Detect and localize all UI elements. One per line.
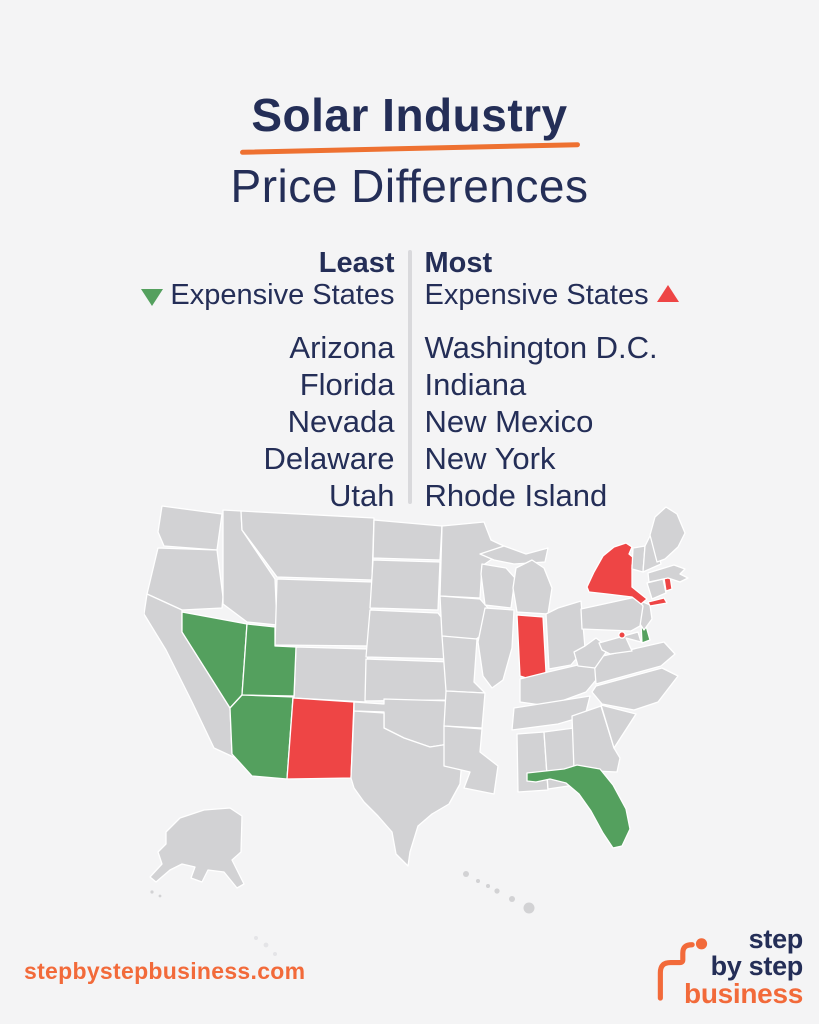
most-expensive-column: Most Expensive States Washington D.C. In…: [425, 248, 710, 514]
faint-island: [254, 936, 258, 940]
state-mississippi: [516, 731, 549, 793]
faint-island: [273, 952, 277, 956]
hawaii-big-island: [523, 902, 535, 914]
state-montana: [240, 510, 375, 581]
list-item: New Mexico: [424, 404, 594, 439]
list-item: Rhode Island: [424, 478, 608, 513]
logo-line-step: step: [748, 924, 804, 954]
list-item: Florida: [299, 367, 395, 402]
us-map-svg: [144, 505, 689, 956]
state-illinois: [477, 607, 515, 689]
least-sublabel-row: Expensive States: [110, 279, 395, 312]
list-item: Indiana: [424, 367, 527, 402]
state-north-carolina: [591, 667, 679, 711]
state-south-carolina: [600, 704, 637, 749]
least-label: Least: [318, 247, 395, 279]
state-maine: [649, 506, 686, 563]
legend-divider: [407, 250, 412, 504]
state-colorado: [293, 646, 369, 703]
hawaii-island: [486, 884, 490, 888]
state-pennsylvania: [580, 596, 644, 632]
list-item: Nevada: [287, 404, 395, 439]
website-url: stepbystepbusiness.com: [24, 958, 306, 984]
state-kansas: [364, 658, 453, 702]
green-down-triangle-icon: [141, 289, 164, 306]
aleutian-island: [158, 894, 162, 898]
state-missouri: [441, 635, 486, 694]
state-washington: [157, 505, 223, 551]
state-arizona: [229, 694, 294, 780]
most-expensive-state-list: Washington D.C. Indiana New Mexico New Y…: [425, 329, 710, 514]
state-michigan: [512, 559, 553, 615]
list-item: Delaware: [263, 441, 395, 476]
state-florida: [526, 764, 631, 849]
list-item: Washington D.C.: [424, 330, 658, 365]
staircase-icon: [657, 938, 708, 1001]
red-up-triangle-icon: [656, 285, 679, 302]
us-map: [144, 502, 704, 972]
legend: Least Expensive States Arizona Florida N…: [0, 248, 819, 514]
title-line-2: Price Differences: [230, 160, 589, 212]
hawaii-island: [494, 888, 500, 894]
state-massachusetts: [647, 564, 689, 583]
aleutian-island: [150, 890, 154, 894]
most-sublabel: Expensive States: [424, 279, 649, 311]
list-item: New York: [424, 441, 556, 476]
least-sublabel: Expensive States: [170, 279, 395, 311]
long-island: [647, 597, 668, 607]
logo-line-by-step: by step: [710, 951, 804, 981]
state-texas: [350, 710, 463, 867]
state-wyoming: [274, 578, 373, 647]
page-title: Solar Industry Price Differences: [0, 88, 819, 213]
hawaii-island: [463, 871, 469, 877]
state-virginia: [593, 641, 676, 685]
state-michigan-upper: [479, 545, 549, 565]
washington-dc-marker: [618, 631, 626, 639]
state-arkansas: [443, 690, 486, 729]
faint-island: [263, 942, 269, 948]
state-new-mexico: [286, 697, 355, 780]
state-wisconsin: [480, 563, 516, 609]
most-sublabel-row: Expensive States: [425, 279, 710, 312]
least-expensive-state-list: Arizona Florida Nevada Delaware Utah: [110, 329, 395, 514]
logo-line-business: business: [684, 978, 803, 1009]
state-north-dakota: [372, 519, 443, 561]
state-louisiana: [443, 725, 499, 795]
most-label: Most: [424, 247, 493, 279]
title-line-1: Solar Industry: [251, 89, 568, 141]
hawaii-island: [509, 896, 515, 902]
logo-text: step by step business: [684, 926, 803, 1008]
state-alaska: [149, 807, 245, 889]
hawaii-island: [476, 879, 480, 883]
list-item: Utah: [329, 478, 395, 513]
state-indiana: [516, 614, 547, 682]
state-south-dakota: [369, 559, 441, 611]
state-maryland: [598, 631, 642, 655]
title-underline-decoration: [239, 142, 580, 155]
list-item: Arizona: [289, 330, 395, 365]
step-by-step-business-logo: step by step business: [637, 922, 809, 1020]
least-expensive-column: Least Expensive States Arizona Florida N…: [110, 248, 395, 514]
